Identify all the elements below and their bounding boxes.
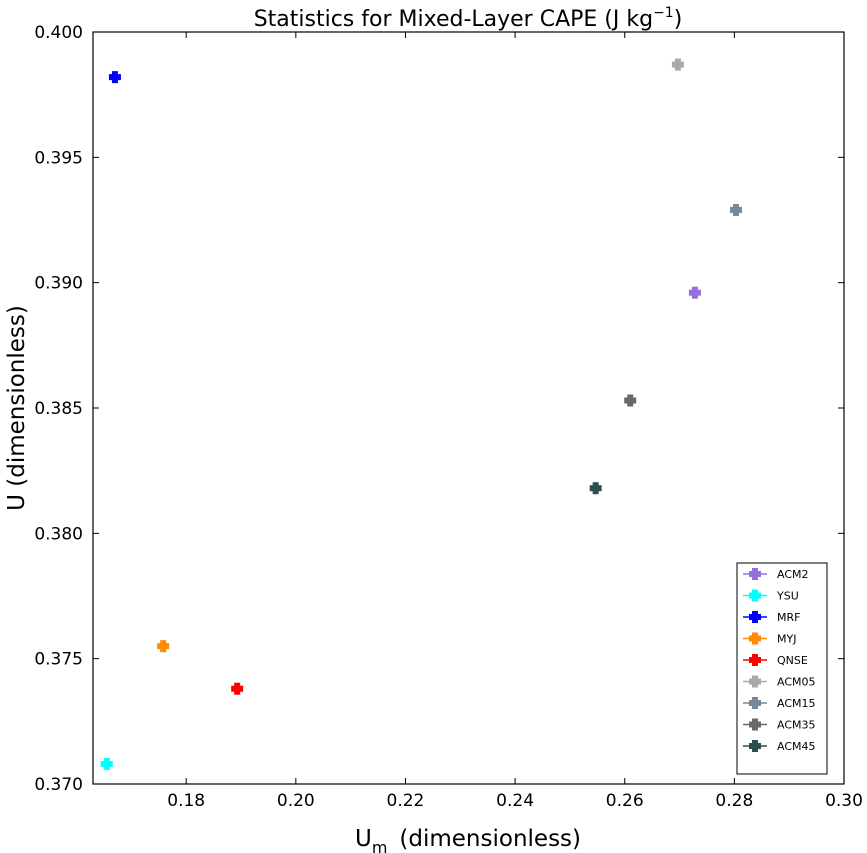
x-axis-label: Um (dimensionless) [355,826,581,853]
x-tick-label: 0.20 [277,791,315,811]
x-tick-label: 0.18 [167,791,205,811]
x-tick-label: 0.28 [715,791,753,811]
y-tick-label: 0.370 [34,775,83,795]
x-axis-label-main: U [355,826,372,852]
legend-item-acm35: ACM35 [743,719,816,732]
chart-title-close: ) [674,7,683,32]
y-tick-label: 0.385 [34,399,83,419]
legend-item-acm15: ACM15 [743,697,816,710]
chart-title-main: Statistics for Mixed-Layer CAPE (J kg [254,7,653,32]
y-tick-label: 0.380 [34,524,83,544]
x-axis-label-subscript: m [372,838,388,853]
legend-item-acm05: ACM05 [743,676,816,689]
legend-label: QNSE [777,654,808,667]
legend-label: ACM15 [777,697,816,710]
x-tick-label: 0.30 [825,791,863,811]
y-axis-label: U (dimensionless) [4,305,30,511]
legend: ACM2 YSU MRF MYJ QNSE ACM05 ACM15 ACM35 ACM45 [737,563,827,774]
chart-title: Statistics for Mixed-Layer CAPE (J kg−1) [254,5,683,32]
plot-area [93,32,844,784]
legend-label: ACM2 [777,568,809,581]
legend-label: ACM35 [777,719,816,732]
x-tick-label: 0.22 [387,791,425,811]
y-tick-label: 0.375 [34,650,83,670]
x-tick-label: 0.24 [496,791,534,811]
y-tick-label: 0.395 [34,148,83,168]
x-axis-label-suffix: (dimensionless) [399,826,581,852]
legend-label: YSU [776,590,799,603]
legend-item-acm45: ACM45 [743,740,816,753]
chart-title-superscript: −1 [653,5,674,21]
y-tick-label: 0.390 [34,274,83,294]
legend-label: MRF [777,611,800,624]
legend-label: ACM45 [777,740,816,753]
x-tick-label: 0.26 [606,791,644,811]
legend-label: MYJ [777,633,796,646]
legend-label: ACM05 [777,676,816,689]
y-tick-label: 0.400 [34,23,83,43]
